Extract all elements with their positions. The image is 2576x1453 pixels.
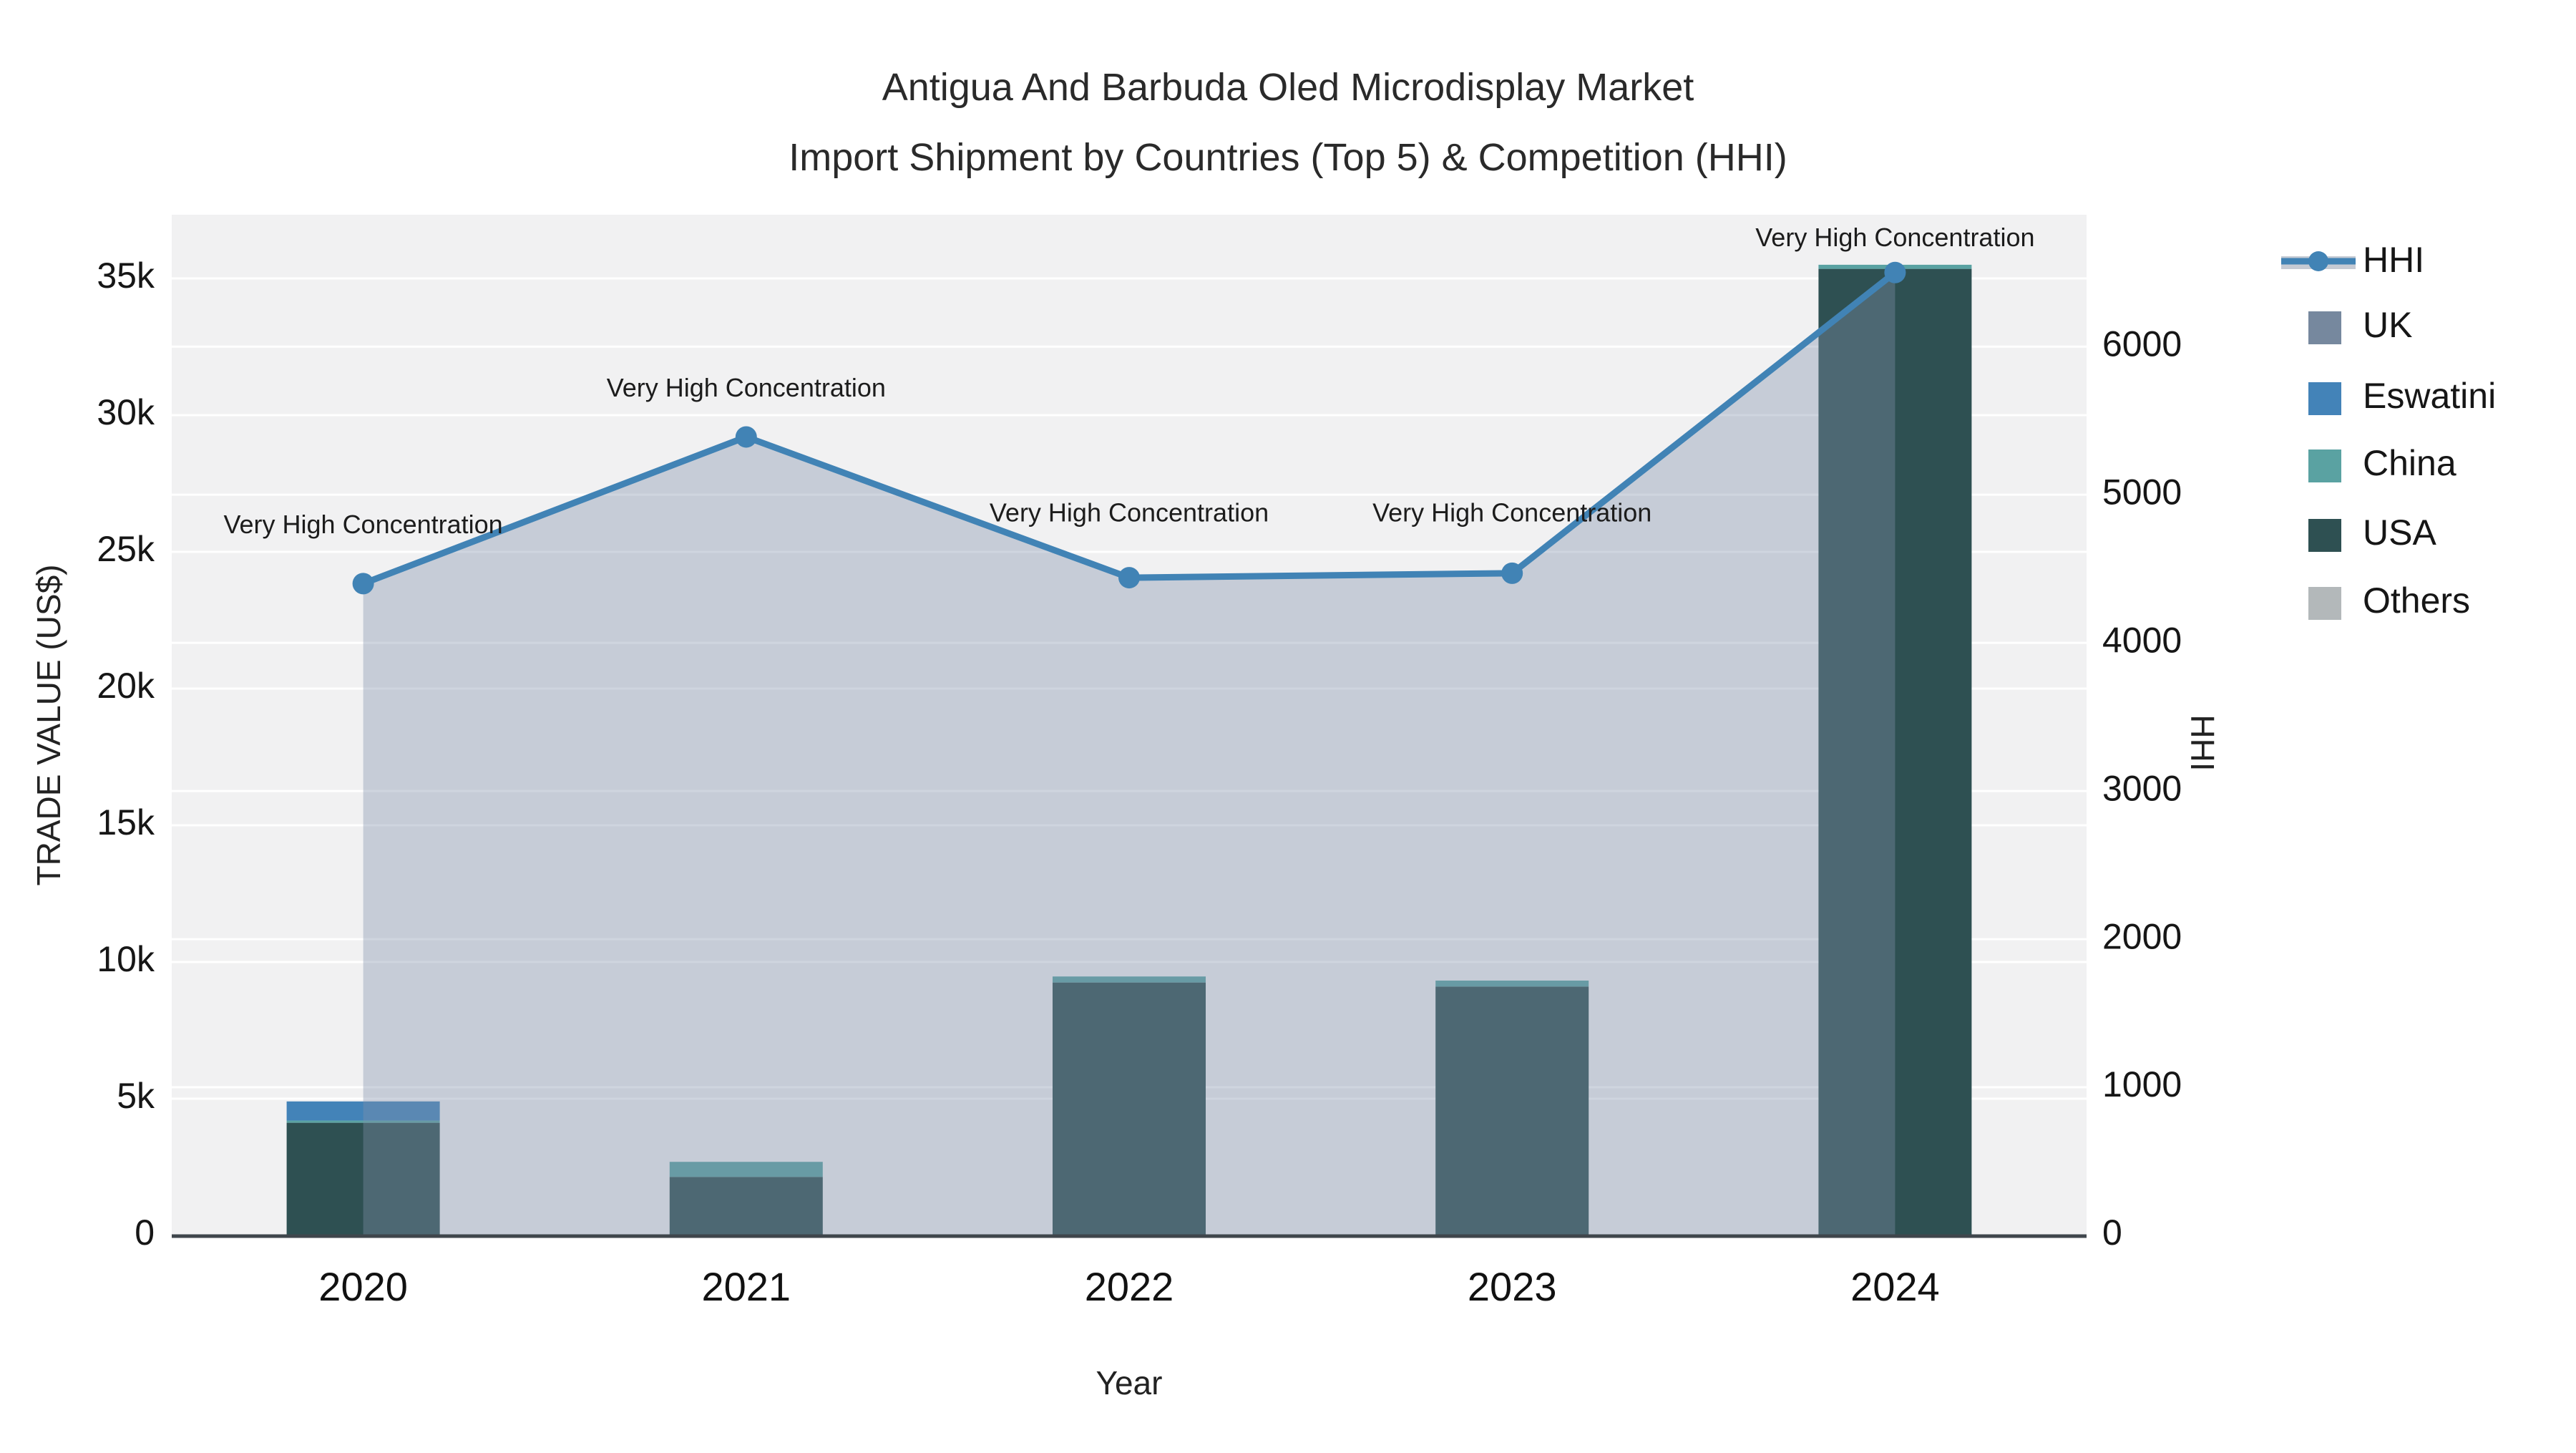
hhi-area (363, 272, 1896, 1235)
hhi-marker-2023[interactable] (1501, 562, 1523, 584)
y-left-tick-25k: 25k (97, 529, 155, 569)
hhi-marker-2020[interactable] (352, 573, 374, 595)
x-tick-2024: 2024 (1850, 1264, 1940, 1309)
legend-item-china[interactable]: China (2308, 443, 2457, 483)
legend-swatch-eswatini (2308, 382, 2341, 415)
annotation-2020: Very High Concentration (223, 510, 502, 539)
bar-segment-china-2021[interactable] (669, 1162, 823, 1177)
y-left-tick-30k: 30k (97, 392, 155, 432)
y-right-tick-1000: 1000 (2102, 1064, 2182, 1104)
y-left-tick-0: 0 (135, 1213, 155, 1253)
y-right-tick-0: 0 (2102, 1213, 2122, 1253)
x-tick-labels: 2020 2021 2022 2023 2024 (318, 1264, 1939, 1309)
y-right-tick-labels: 0 1000 2000 3000 4000 5000 6000 (2102, 324, 2182, 1253)
annotation-2022: Very High Concentration (990, 498, 1269, 528)
annotations: Very High Concentration Very High Concent… (223, 223, 2034, 539)
legend-label-hhi: HHI (2363, 240, 2424, 280)
y-right-tick-5000: 5000 (2102, 472, 2182, 512)
legend-item-hhi[interactable]: HHI (2281, 240, 2424, 280)
legend-item-eswatini[interactable]: Eswatini (2308, 376, 2496, 416)
x-tick-2020: 2020 (318, 1264, 408, 1309)
legend-label-others: Others (2363, 580, 2470, 621)
legend-item-uk[interactable]: UK (2308, 305, 2412, 345)
y-right-tick-3000: 3000 (2102, 768, 2182, 808)
hhi-line (352, 261, 1906, 595)
y-left-tick-35k: 35k (97, 256, 155, 296)
y-right-tick-4000: 4000 (2102, 620, 2182, 660)
legend-swatch-usa (2308, 519, 2341, 552)
legend-label-eswatini: Eswatini (2363, 376, 2496, 416)
bar-segment-usa-2021[interactable] (669, 1177, 823, 1235)
x-axis-title: Year (1096, 1364, 1163, 1401)
legend-swatch-uk (2308, 311, 2341, 344)
legend-swatch-others (2308, 587, 2341, 620)
hhi-marker-2022[interactable] (1118, 567, 1140, 589)
hhi-marker-2024[interactable] (1884, 261, 1906, 283)
bar-segment-china-2020[interactable] (286, 1120, 440, 1123)
legend: HHI UK Eswatini China USA Others (2281, 240, 2496, 621)
chart-title-line1: Antigua And Barbuda Oled Microdisplay Ma… (882, 66, 1694, 109)
y-left-tick-15k: 15k (97, 802, 155, 842)
bar-segment-usa-2020[interactable] (286, 1122, 440, 1235)
annotation-2023: Very High Concentration (1372, 497, 1652, 527)
legend-item-usa[interactable]: USA (2308, 512, 2436, 553)
annotation-2024: Very High Concentration (1755, 223, 2034, 252)
stacked-bars (286, 264, 1972, 1235)
legend-item-others[interactable]: Others (2308, 580, 2470, 621)
y-right-tick-2000: 2000 (2102, 916, 2182, 956)
y-left-tick-5k: 5k (117, 1076, 155, 1116)
legend-label-uk: UK (2363, 305, 2412, 345)
bar-segment-china-2022[interactable] (1053, 976, 1206, 983)
y-right-tick-6000: 6000 (2102, 324, 2182, 364)
y-right-axis-title: HHI (2184, 714, 2221, 771)
bar-segment-usa-2023[interactable] (1435, 986, 1589, 1235)
gridlines (172, 277, 2087, 1100)
x-tick-2022: 2022 (1085, 1264, 1174, 1309)
x-tick-2021: 2021 (702, 1264, 791, 1309)
chart-title-line2: Import Shipment by Countries (Top 5) & C… (789, 136, 1787, 179)
bar-segment-usa-2024[interactable] (1818, 268, 1972, 1235)
annotation-2021: Very High Concentration (607, 373, 886, 402)
y-left-tick-10k: 10k (97, 939, 155, 979)
y-left-tick-labels: 0 5k 10k 15k 20k 25k 30k 35k (97, 256, 155, 1253)
legend-swatch-china (2308, 449, 2341, 482)
legend-label-usa: USA (2363, 512, 2436, 553)
x-tick-2023: 2023 (1468, 1264, 1557, 1309)
bar-segment-eswatini-2020[interactable] (286, 1101, 440, 1121)
hhi-marker-2021[interactable] (735, 426, 757, 448)
hhi-area-fill (363, 272, 1896, 1235)
bar-segment-china-2023[interactable] (1435, 980, 1589, 987)
y-left-axis-title: TRADE VALUE (US$) (30, 564, 67, 885)
legend-label-china: China (2363, 443, 2457, 483)
bar-segment-usa-2022[interactable] (1053, 982, 1206, 1235)
y-left-tick-20k: 20k (97, 666, 155, 706)
legend-hhi-marker (2308, 251, 2328, 271)
